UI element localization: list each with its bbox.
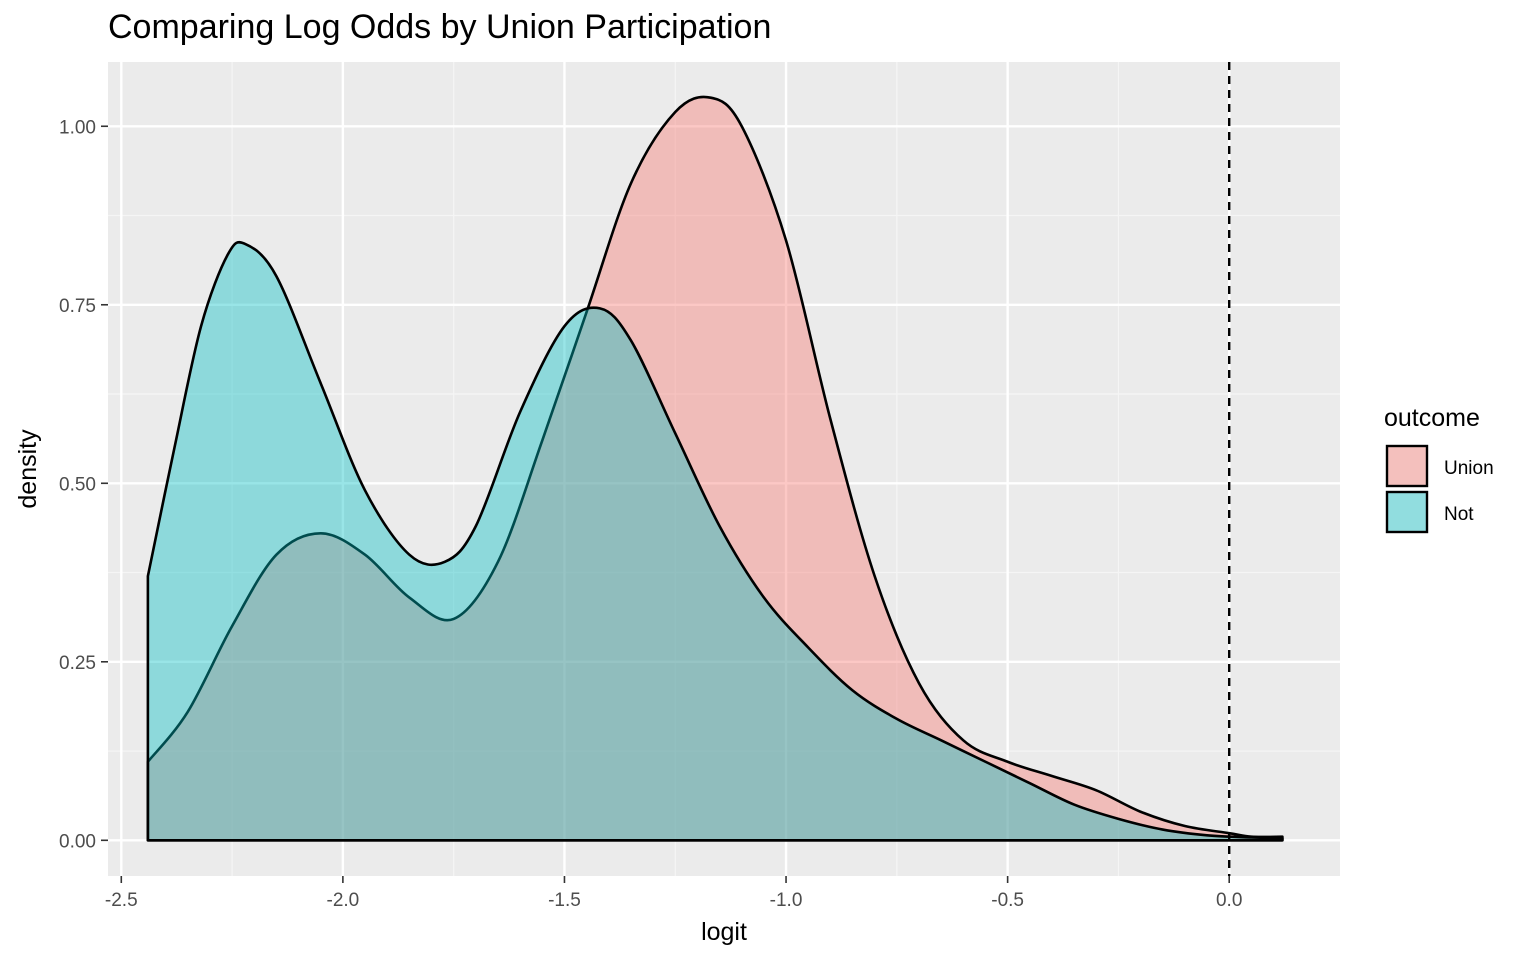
y-tick-label: 0.25 — [59, 653, 96, 674]
density-area-not — [146, 240, 1284, 842]
y-tick-label: 0.75 — [59, 296, 96, 317]
legend-swatch-not — [1385, 490, 1429, 534]
legend-key-bg — [1386, 445, 1428, 487]
y-tick-label: 1.00 — [59, 117, 96, 138]
legend-label-union: Union — [1444, 458, 1494, 479]
x-tick-label: -0.5 — [991, 890, 1024, 911]
x-axis-title: logit — [701, 918, 747, 946]
y-tick-label: 0.50 — [59, 474, 96, 495]
density-area-union — [146, 95, 1284, 842]
y-tick-label: 0.00 — [59, 831, 96, 852]
minor-grid — [108, 62, 1340, 876]
density-areas — [146, 95, 1284, 842]
legend-key-bg — [1386, 491, 1428, 533]
legend-swatch-union — [1385, 444, 1429, 488]
plot-panel — [108, 62, 1340, 876]
legend-title: outcome — [1384, 404, 1480, 432]
x-tick-label: -2.0 — [327, 890, 360, 911]
x-tick-label: -2.5 — [105, 890, 138, 911]
y-axis-title: density — [14, 429, 42, 509]
x-axis: -2.5 -2.0 -1.5 -1.0 -0.5 0.0 — [105, 876, 1242, 911]
x-tick-label: -1.5 — [548, 890, 581, 911]
y-axis: 0.00 0.25 0.50 0.75 1.00 — [59, 117, 108, 852]
legend: outcome Union Not — [1384, 404, 1494, 534]
chart-title: Comparing Log Odds by Union Participatio… — [108, 8, 772, 46]
x-tick-label: -1.0 — [770, 890, 803, 911]
legend-label-not: Not — [1444, 504, 1474, 525]
x-tick-label: 0.0 — [1216, 890, 1242, 911]
